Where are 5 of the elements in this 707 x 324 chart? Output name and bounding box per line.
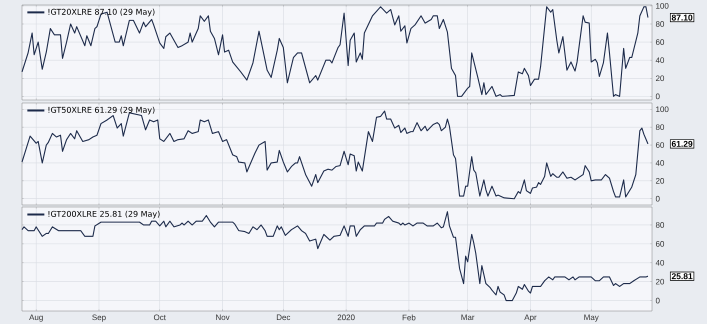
annotation: 25.81 bbox=[672, 273, 692, 280]
line-series bbox=[21, 6, 649, 97]
annotation: 87.10 bbox=[672, 14, 692, 21]
annotation: 61.29 bbox=[672, 140, 692, 147]
line-series bbox=[21, 211, 649, 302]
